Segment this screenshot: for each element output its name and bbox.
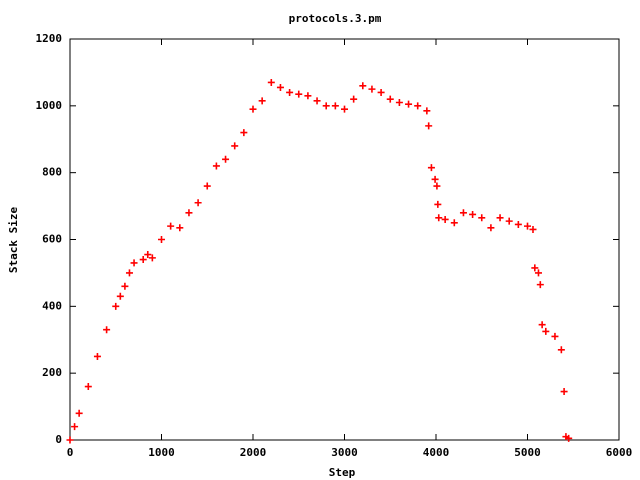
- point: [551, 332, 559, 340]
- point: [322, 102, 330, 110]
- point: [222, 155, 230, 163]
- point: [524, 222, 531, 230]
- point: [531, 264, 539, 272]
- point: [167, 222, 175, 230]
- point: [341, 105, 348, 113]
- point: [295, 90, 303, 98]
- x-axis-label: Step: [329, 466, 356, 479]
- point: [542, 327, 550, 335]
- x-tick-label: 4000: [423, 446, 450, 459]
- y-tick-label: 200: [42, 366, 62, 379]
- point: [249, 105, 257, 113]
- point: [441, 215, 449, 223]
- point: [203, 182, 211, 190]
- x-tick-label: 6000: [606, 446, 633, 459]
- point: [231, 142, 239, 150]
- point: [144, 251, 152, 259]
- chart-title: protocols.3.pm: [289, 12, 382, 25]
- point: [93, 352, 101, 360]
- point: [496, 214, 504, 222]
- point: [267, 78, 275, 86]
- point: [103, 326, 111, 334]
- point: [148, 254, 156, 262]
- point: [414, 102, 422, 110]
- point: [386, 95, 394, 103]
- point: [66, 436, 74, 444]
- point: [185, 209, 193, 217]
- point: [536, 281, 544, 289]
- point: [258, 97, 266, 105]
- point: [538, 321, 546, 329]
- point: [459, 209, 467, 217]
- point: [194, 199, 202, 207]
- point: [240, 129, 248, 137]
- point: [514, 220, 522, 228]
- point: [71, 423, 79, 431]
- point: [84, 383, 92, 391]
- point: [304, 92, 312, 100]
- point: [212, 162, 220, 170]
- point: [286, 88, 294, 96]
- point: [395, 98, 403, 106]
- y-tick-label: 400: [42, 299, 62, 312]
- point: [359, 82, 367, 90]
- point: [565, 434, 573, 442]
- x-tick-label: 2000: [240, 446, 267, 459]
- point: [75, 409, 83, 417]
- point: [405, 100, 413, 108]
- point: [434, 200, 442, 208]
- point: [313, 97, 321, 105]
- point: [276, 83, 284, 91]
- point: [469, 210, 477, 218]
- point: [176, 224, 184, 232]
- point: [116, 292, 124, 300]
- point: [368, 85, 376, 93]
- point: [529, 225, 537, 233]
- point: [158, 236, 165, 243]
- point: [534, 269, 542, 277]
- point: [423, 107, 431, 115]
- x-tick-label: 3000: [331, 446, 358, 459]
- point: [125, 269, 133, 277]
- point: [560, 388, 568, 396]
- x-tick-label: 5000: [514, 446, 541, 459]
- point: [377, 88, 385, 96]
- point: [487, 224, 495, 232]
- point: [121, 282, 129, 290]
- point: [478, 214, 486, 222]
- y-tick-label: 1000: [36, 99, 63, 112]
- point: [112, 302, 120, 310]
- point: [331, 102, 339, 110]
- point: [433, 182, 441, 190]
- x-tick-label: 1000: [148, 446, 175, 459]
- point: [139, 256, 147, 264]
- point: [425, 122, 433, 130]
- point: [435, 214, 443, 222]
- y-tick-label: 600: [42, 233, 62, 246]
- point: [130, 259, 138, 267]
- y-tick-label: 800: [42, 166, 62, 179]
- y-axis-label: Stack Size: [7, 207, 20, 274]
- y-tick-label: 0: [55, 433, 62, 446]
- y-tick-label: 1200: [36, 32, 63, 45]
- point: [427, 164, 435, 172]
- point: [350, 95, 358, 103]
- point: [505, 217, 513, 225]
- point: [431, 175, 439, 183]
- plot-frame: [69, 38, 620, 441]
- point: [557, 346, 565, 354]
- point: [450, 219, 458, 227]
- x-tick-label: 0: [67, 446, 74, 459]
